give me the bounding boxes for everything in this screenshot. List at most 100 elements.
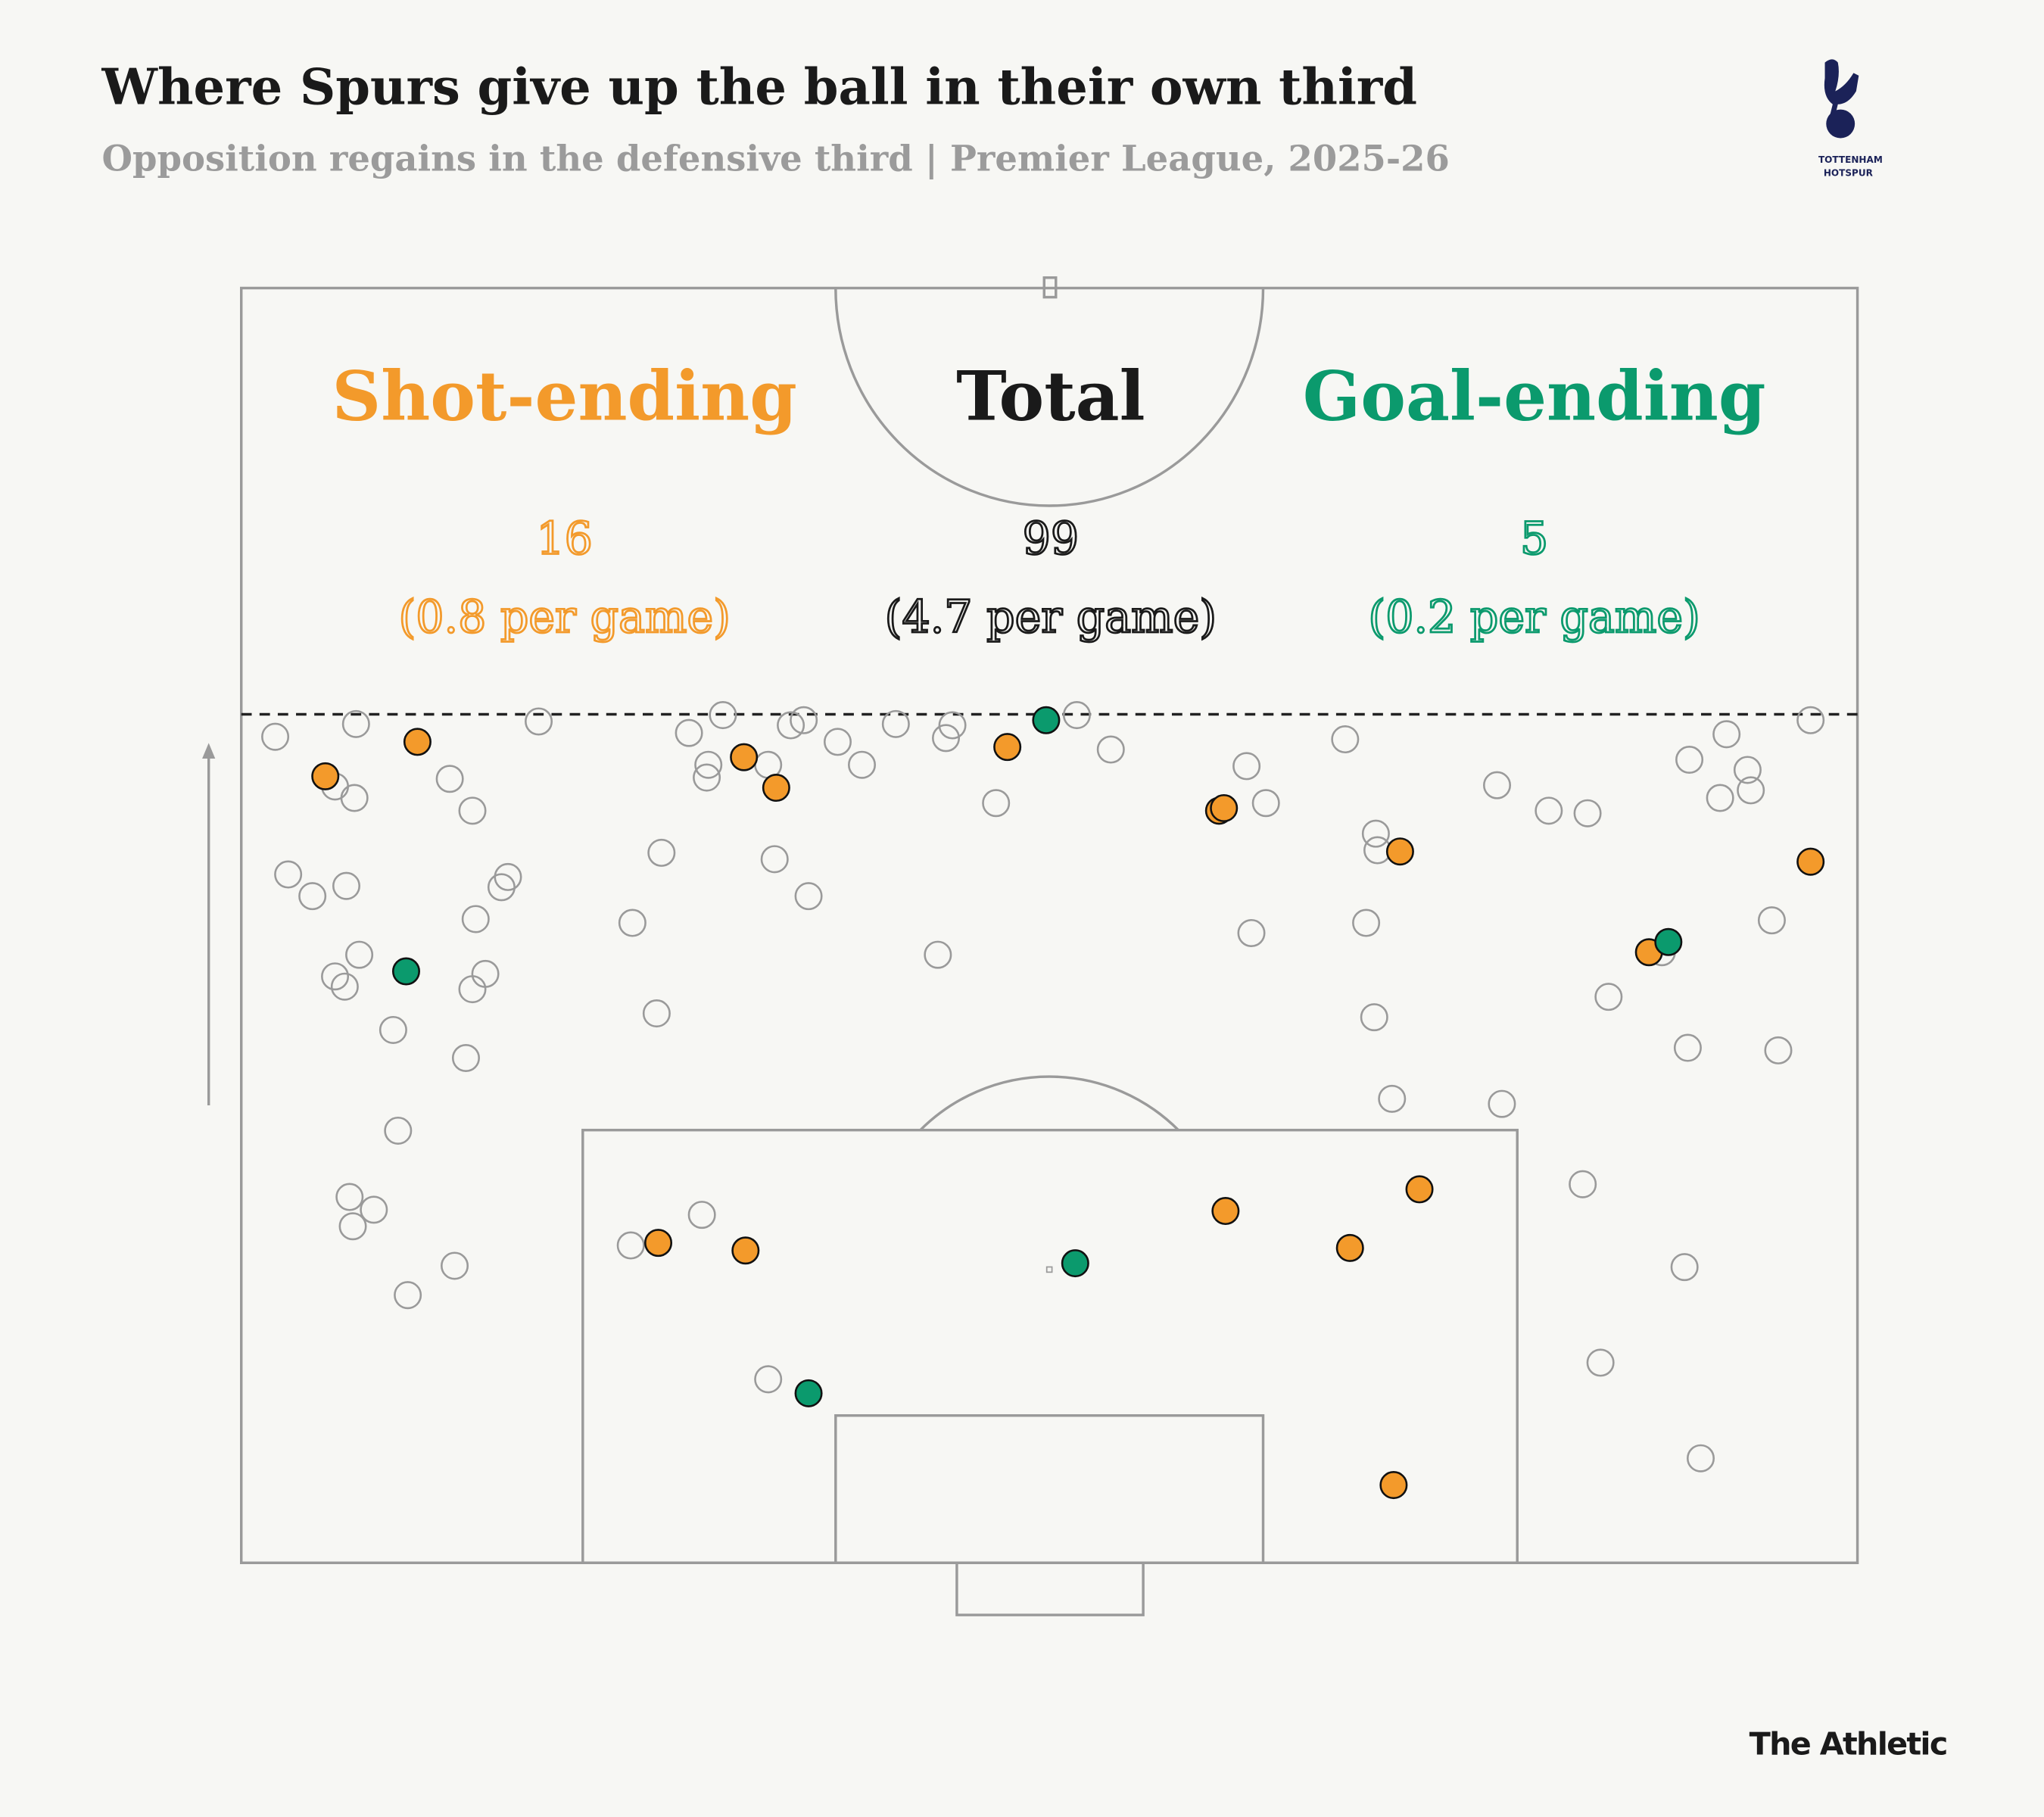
regain-point <box>754 1365 783 1394</box>
goal <box>955 1561 1145 1616</box>
goal-ending-per-game: (0.2 per game) <box>1368 591 1700 643</box>
regain-point <box>1488 1089 1516 1118</box>
goal-ending-point <box>1032 706 1061 734</box>
shot-ending-point <box>730 743 759 771</box>
regain-point <box>330 972 359 1001</box>
regain-point <box>1535 796 1563 825</box>
regain-point <box>1670 1253 1699 1282</box>
regain-point <box>1757 906 1786 935</box>
total-label: Total <box>956 357 1145 436</box>
regain-point <box>1232 752 1261 781</box>
shot-ending-point <box>644 1229 673 1258</box>
regain-point <box>1251 789 1280 818</box>
penalty-arc <box>919 1075 1179 1131</box>
regain-point <box>709 701 737 730</box>
regain-point <box>321 962 350 991</box>
shot-ending-point <box>1335 1233 1364 1262</box>
regain-point <box>335 1183 364 1211</box>
chart-title: Where Spurs give up the ball in their ow… <box>101 59 1417 117</box>
goal-ending-point <box>1061 1249 1089 1278</box>
regain-point <box>1237 918 1266 947</box>
regain-point <box>794 882 823 911</box>
regain-point <box>1796 706 1825 734</box>
total-count: 99 <box>1023 513 1079 565</box>
regain-point <box>777 711 805 740</box>
shot-ending-point <box>1211 1197 1240 1226</box>
chart-subtitle: Opposition regains in the defensive thir… <box>102 138 1450 179</box>
regain-point <box>1573 799 1602 827</box>
shot-ending-point <box>762 774 790 803</box>
regain-point <box>1733 756 1762 784</box>
regain-point <box>494 862 522 891</box>
regain-point <box>341 709 370 738</box>
shot-ending-label: Shot-ending <box>332 357 797 436</box>
regain-point <box>618 908 647 937</box>
regain-point <box>274 860 303 889</box>
regain-point <box>932 724 961 753</box>
regain-point <box>1737 776 1765 805</box>
regain-point <box>340 784 369 812</box>
regain-point <box>790 706 818 734</box>
cockerel-icon <box>1824 59 1859 115</box>
shot-ending-point <box>1385 837 1414 866</box>
regain-point <box>982 789 1011 818</box>
regain-point <box>675 718 703 747</box>
shot-ending-point <box>1379 1471 1408 1500</box>
regain-point <box>461 905 490 933</box>
regain-point <box>693 763 721 792</box>
regain-point <box>525 707 553 736</box>
regain-point <box>345 940 374 969</box>
shot-ending-point <box>1405 1175 1434 1204</box>
regain-point <box>1483 771 1512 799</box>
regain-point <box>1594 983 1623 1011</box>
regain-point <box>1686 1444 1715 1473</box>
regain-point <box>760 845 789 874</box>
shot-ending-count: 16 <box>536 513 592 565</box>
regain-point <box>451 1043 480 1073</box>
regain-point <box>332 871 360 900</box>
football-icon <box>1826 109 1855 139</box>
regain-point <box>881 709 910 738</box>
regain-point <box>1360 1003 1388 1032</box>
regain-point <box>848 750 877 779</box>
crest-text-2: HOTSPUR <box>1824 167 1874 178</box>
data-points <box>261 701 1825 1500</box>
regain-point <box>1062 701 1091 730</box>
shot-ending-point <box>731 1236 760 1265</box>
shot-ending-point <box>1210 793 1239 822</box>
shot-ending-point <box>403 728 432 756</box>
regain-point <box>647 838 676 867</box>
regain-point <box>441 1251 469 1280</box>
regain-point <box>379 1015 407 1044</box>
regain-point <box>1352 908 1381 937</box>
goal-ending-point <box>794 1379 823 1407</box>
tottenham-crest-logo: TOTTENHAM HOTSPUR <box>1818 59 1883 178</box>
goal-ending-point <box>391 957 420 986</box>
goal-ending-point <box>1654 927 1683 956</box>
regain-point <box>642 999 671 1028</box>
shot-ending-point <box>311 762 340 790</box>
regain-point <box>458 796 487 825</box>
regain-point <box>1569 1170 1597 1198</box>
regain-point <box>924 940 952 969</box>
regain-point <box>938 711 967 740</box>
centre-circle <box>834 288 1265 507</box>
regain-point <box>1361 819 1390 848</box>
crest-text-1: TOTTENHAM <box>1818 154 1883 165</box>
regain-point <box>338 1212 367 1241</box>
the-athletic-logo: The Athletic <box>1750 1725 1947 1762</box>
regain-point <box>298 882 327 911</box>
regain-point <box>1586 1348 1615 1377</box>
regain-point <box>1378 1084 1407 1113</box>
regain-point <box>694 750 723 779</box>
regain-point <box>261 722 290 751</box>
shot-ending-point <box>1796 847 1825 876</box>
regain-point <box>435 765 464 793</box>
regain-point <box>1675 745 1704 774</box>
shot-ending-per-game: (0.8 per game) <box>398 591 730 643</box>
goal-ending-label: Goal-ending <box>1303 357 1766 436</box>
regain-point <box>823 728 852 756</box>
regain-point <box>394 1281 422 1310</box>
